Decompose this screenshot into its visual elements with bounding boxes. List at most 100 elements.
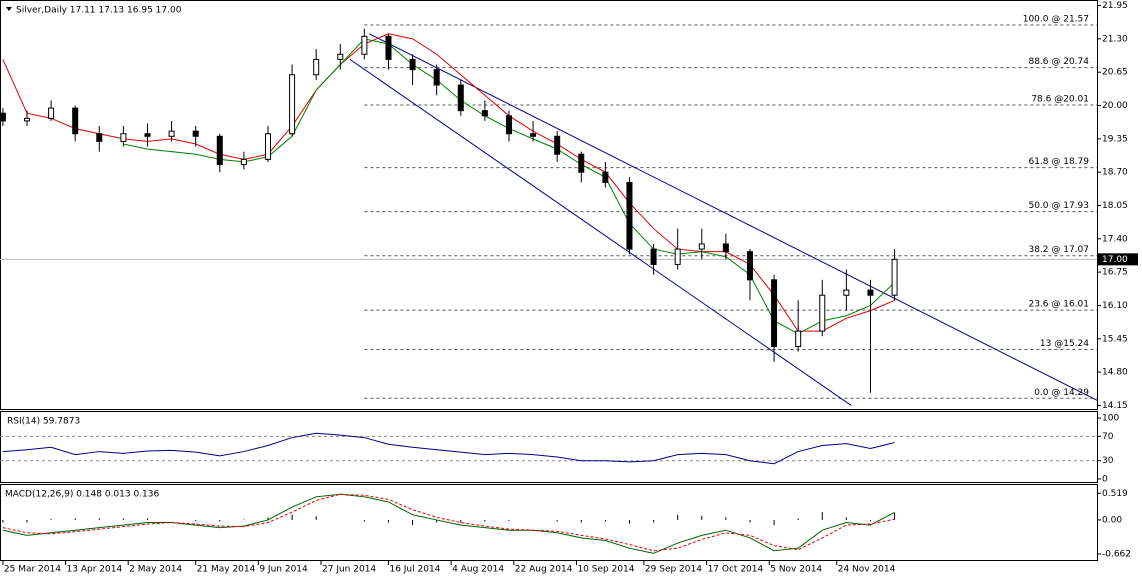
y-tick-label: 21.95 [1102, 1, 1128, 11]
candle-body [96, 133, 103, 142]
candle-body [481, 110, 488, 117]
candle-body [771, 279, 778, 347]
x-tick-label: 13 Apr 2014 [67, 565, 123, 575]
candle-body [240, 158, 247, 165]
candle-body [433, 69, 440, 86]
x-tick-label: 24 Nov 2014 [838, 565, 896, 575]
series-line [2, 33, 895, 332]
macd-histogram-bar [387, 519, 389, 523]
menu-triangle [6, 7, 12, 11]
candle-body [746, 251, 753, 281]
macd-histogram-bar [50, 518, 52, 520]
candle-body [72, 107, 79, 135]
chart-title: Silver,Daily 17.11 17.13 16.95 17.00 [16, 6, 182, 16]
candle-body [144, 133, 151, 137]
macd-title: MACD(12,26,9) 0.148 0.013 0.136 [5, 490, 160, 500]
x-tick-label: 10 Sep 2014 [577, 565, 634, 575]
candle-body [554, 135, 561, 155]
macd-histogram-bar [701, 515, 703, 520]
candle-body [722, 243, 729, 253]
macd-histogram-bar [122, 518, 124, 520]
channel-line [368, 33, 1098, 401]
macd-histogram-bar [604, 519, 606, 522]
y-tick-label: 18.70 [1102, 168, 1128, 178]
channel-line [349, 58, 852, 406]
series-line [123, 38, 895, 335]
rsi-title: RSI(14) 59.7873 [7, 417, 80, 427]
candle-body [313, 58, 320, 76]
candle-body [795, 330, 802, 347]
y-tick-label: 20.00 [1102, 101, 1128, 111]
macd-histogram-bar [869, 519, 871, 521]
candle-body [385, 35, 392, 60]
y-tick-label: 19.35 [1102, 134, 1128, 144]
x-tick-label: 2 May 2014 [129, 565, 182, 575]
y-tick-label: 0.519 [1102, 489, 1128, 499]
series-line [2, 493, 895, 554]
macd-histogram-bar [749, 519, 751, 523]
fib-label: 78.6 @20.01 [1031, 95, 1089, 105]
y-tick-label: 20.65 [1102, 68, 1128, 78]
macd-histogram-bar [291, 514, 293, 520]
x-tick-label: 16 Jul 2014 [389, 565, 440, 575]
candle-body [457, 84, 464, 112]
candle-body [168, 130, 175, 137]
macd-histogram-bar [74, 518, 76, 520]
last-price-tag [1098, 253, 1138, 266]
x-tick-label: 9 Jun 2014 [259, 565, 308, 575]
macd-histogram-bar [653, 519, 655, 523]
macd-histogram-bar [412, 519, 414, 526]
fib-label: 88.6 @ 20.74 [1028, 57, 1089, 67]
candle-body [650, 248, 657, 265]
rsi-panel [0, 411, 1098, 483]
macd-histogram-bar [267, 517, 269, 520]
series-line [2, 493, 895, 552]
fib-label: 50.0 @ 17.93 [1028, 201, 1089, 211]
candle-body [192, 130, 199, 137]
fib-label: 0.0 @ 14.29 [1034, 388, 1089, 398]
candle-body [289, 74, 296, 135]
candle-body [674, 248, 681, 265]
candle-body [264, 133, 271, 160]
x-tick-label: 27 Jun 2014 [322, 565, 376, 575]
y-tick-label: 21.30 [1102, 34, 1128, 44]
candle-body [698, 243, 705, 250]
macd-histogram-bar [797, 518, 799, 520]
fib-label: 23.6 @ 16.01 [1028, 300, 1089, 310]
x-tick-label: 25 Mar 2014 [4, 565, 61, 575]
y-tick-label: 16.75 [1102, 268, 1128, 278]
candle-body [843, 289, 850, 296]
candle-body [867, 289, 874, 296]
last-price-label: 17.00 [1102, 255, 1128, 265]
x-tick-label: 21 May 2014 [197, 565, 256, 575]
macd-histogram-bar [484, 519, 486, 522]
macd-histogram-bar [845, 517, 847, 520]
macd-histogram-bar [725, 517, 727, 520]
macd-histogram-bar [146, 518, 148, 520]
macd-histogram-bar [363, 519, 365, 522]
x-tick-label: 22 Aug 2014 [515, 565, 573, 575]
candle-body [409, 58, 416, 71]
candle-body [891, 258, 898, 296]
fib-label: 13 @15.24 [1040, 339, 1089, 349]
candle-body [361, 35, 368, 55]
candle-body [23, 117, 30, 122]
y-tick-label: -0.662 [1102, 549, 1131, 559]
macd-histogram-bar [436, 519, 438, 523]
candle-body [578, 153, 585, 173]
x-tick-label: 5 Nov 2014 [770, 565, 822, 575]
y-tick-label: 18.05 [1102, 201, 1128, 211]
y-tick-label: 14.15 [1102, 401, 1128, 411]
candle-body [48, 107, 55, 119]
fib-label: 38.2 @ 17.07 [1028, 245, 1089, 255]
fib-label: 61.8 @ 18.79 [1028, 157, 1089, 167]
macd-histogram-bar [677, 514, 679, 520]
macd-histogram-bar [580, 519, 582, 523]
y-tick-label: 0 [1102, 474, 1108, 484]
macd-histogram-bar [243, 519, 245, 520]
macd-histogram-bar [315, 516, 317, 520]
candle-body [819, 294, 826, 332]
macd-panel [0, 484, 1098, 561]
macd-histogram-bar [821, 512, 823, 520]
